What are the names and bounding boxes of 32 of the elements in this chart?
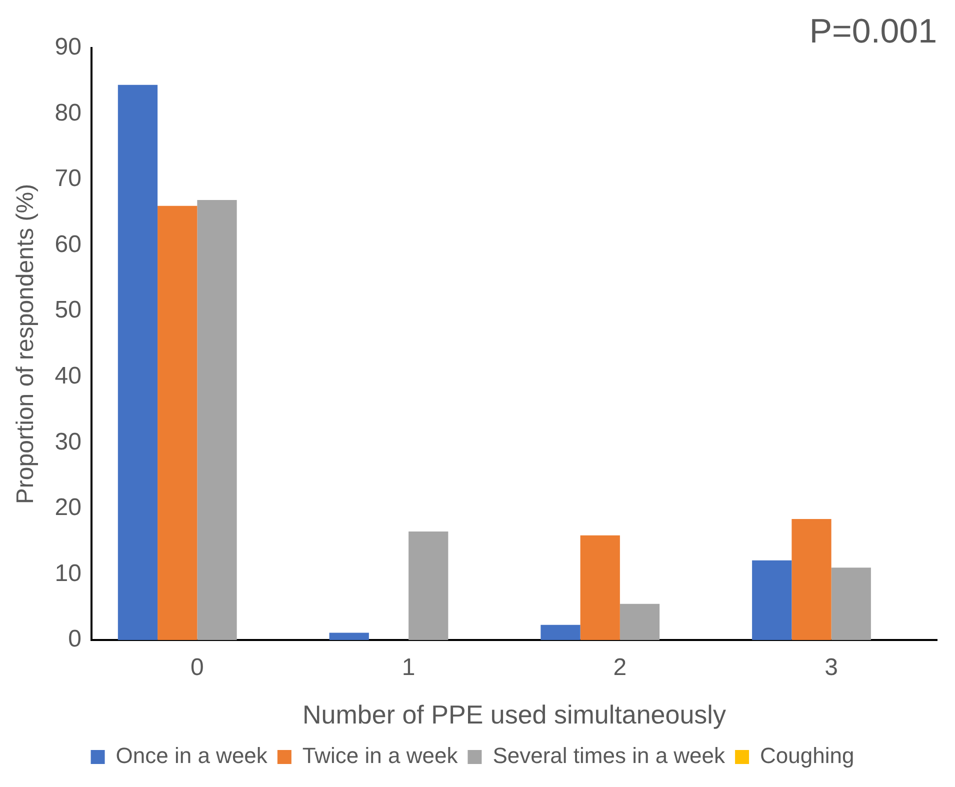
bar bbox=[831, 568, 871, 640]
x-axis-title: Number of PPE used simultaneously bbox=[302, 700, 726, 730]
bar bbox=[752, 560, 792, 640]
y-tick-label: 60 bbox=[54, 230, 82, 258]
y-tick-label: 90 bbox=[54, 34, 82, 61]
x-tick-label: 1 bbox=[402, 654, 416, 682]
y-axis-title: Proportion of respondents (%) bbox=[12, 184, 40, 504]
y-tick-label: 0 bbox=[68, 626, 82, 653]
legend-label: Once in a week bbox=[116, 743, 268, 768]
bar bbox=[620, 604, 660, 640]
bar bbox=[118, 84, 158, 640]
y-tick-label: 70 bbox=[54, 165, 82, 192]
bar bbox=[540, 624, 580, 640]
bar bbox=[408, 531, 448, 640]
bar bbox=[197, 200, 237, 640]
y-tick-label: 20 bbox=[54, 494, 82, 522]
bar bbox=[792, 518, 832, 640]
legend-label: Several times in a week bbox=[492, 743, 726, 768]
x-tick-label: 2 bbox=[613, 654, 627, 682]
legend-label: Coughing bbox=[760, 743, 854, 768]
y-tick-label: 10 bbox=[54, 560, 82, 587]
bar bbox=[158, 206, 198, 640]
y-tick-label: 40 bbox=[54, 362, 82, 390]
y-tick-label: 30 bbox=[54, 428, 82, 456]
bar bbox=[329, 632, 369, 640]
annotation: P=0.001 bbox=[809, 12, 937, 50]
bar bbox=[580, 535, 620, 640]
y-tick-label: 50 bbox=[54, 296, 82, 324]
y-tick-label: 80 bbox=[54, 99, 82, 126]
x-tick-label: 0 bbox=[190, 654, 204, 682]
legend-label: Twice in a week bbox=[302, 743, 459, 768]
x-tick-label: 3 bbox=[824, 654, 838, 682]
